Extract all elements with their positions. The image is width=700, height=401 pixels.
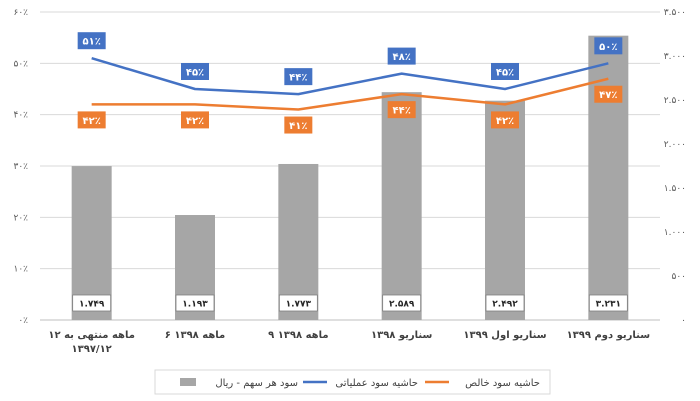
net-margin-label: ۴۱٪ <box>289 121 307 132</box>
bar-value-label: ۱.۷۴۹ <box>79 300 105 310</box>
line-value-box <box>181 63 209 80</box>
y-left-tick-label: ۲۰٪ <box>13 213 28 223</box>
bar-value-label: ۲.۴۹۲ <box>492 300 518 310</box>
operating-margin-label: ۴۵٪ <box>186 68 204 79</box>
legend: سود هر سهم - ریال حاشیه سود عملیاتی حاشیه … <box>154 369 551 395</box>
category-label: ۹ ماهه ۱۳۹۸ <box>268 330 328 341</box>
bar-value-label: ۱.۷۷۳ <box>286 300 312 310</box>
y-right-tick-label: ۰ <box>681 316 686 326</box>
line-value-box <box>387 47 416 65</box>
y-left-tick-label: ۱۰٪ <box>13 265 28 275</box>
y-right-tick-label: ۳.۰۰۰ <box>664 52 686 62</box>
bar-value-box <box>485 294 525 312</box>
data-labels: ۱.۷۴۹ ۱.۱۹۳ ۱.۷۷۳ ۲.۵۸۹ ۲.۴۹۲ ۳.۲۳۱ ۵۱٪ ۴۵٪ ۴۴٪ ۴… <box>72 32 628 312</box>
y-left-tick-label: ۶۰٪ <box>13 8 28 18</box>
category-label: سناریو دوم ۱۳۹۹ <box>567 330 651 341</box>
bar <box>485 100 525 320</box>
y-right-tick-label: ۱.۰۰۰ <box>664 228 686 238</box>
bar-value-box <box>175 294 215 312</box>
net-margin-label: ۴۲٪ <box>496 116 514 127</box>
y-left-tick-label: ۳۰٪ <box>13 162 28 172</box>
line-value-box <box>284 116 313 134</box>
net-margin-label: ۴۲٪ <box>83 116 101 127</box>
line-value-box <box>77 111 106 129</box>
category-label: ۱۳۹۷/۱۲ <box>72 344 112 355</box>
axes: ۰٪ ۱۰٪ ۲۰٪ ۳۰٪ ۴۰٪ ۵۰٪ ۶۰٪ ۰ ۵۰۰ ۱.۰۰۰ ۱.۵۰۰ ۲.۰۰۰ ۲… <box>13 8 686 355</box>
bar-value-box <box>278 294 318 312</box>
line-value-box <box>594 85 623 103</box>
line-value-box <box>181 111 209 129</box>
y-right-tick-label: ۱.۵۰۰ <box>664 184 686 194</box>
line-value-box <box>387 101 416 119</box>
legend-box <box>154 369 551 395</box>
operating-margin-label: ۴۴٪ <box>289 73 307 84</box>
bar-value-label: ۳.۲۳۱ <box>596 300 621 310</box>
bar <box>588 35 629 321</box>
net-margin-line <box>91 77 609 111</box>
line-value-box <box>491 63 519 80</box>
legend-label: حاشیه سود خالص <box>465 378 540 389</box>
line-value-box <box>284 68 313 86</box>
legend-label: سود هر سهم - ریال <box>215 378 298 389</box>
margin-lines <box>91 57 609 111</box>
category-label: ۱۲ ماهه منتهی به <box>48 330 135 341</box>
bar <box>278 163 319 320</box>
operating-margin-label: ۴۵٪ <box>496 68 514 79</box>
bar-value-box <box>588 294 628 312</box>
operating-margin-line <box>91 57 609 96</box>
legend-swatch <box>180 378 196 386</box>
y-left-tick-label: ۵۰٪ <box>13 59 28 69</box>
operating-margin-label: ۴۸٪ <box>393 52 411 63</box>
operating-margin-label: ۵۱٪ <box>83 37 101 48</box>
line-value-box <box>491 111 519 129</box>
operating-margin-label: ۵۰٪ <box>599 42 617 53</box>
net-margin-label: ۴۷٪ <box>599 90 617 101</box>
bar-value-box <box>382 294 422 312</box>
bar-value-label: ۱.۱۹۳ <box>182 300 208 310</box>
category-label: سناریو ۱۳۹۸ <box>371 330 433 341</box>
net-margin-label: ۴۴٪ <box>393 106 411 117</box>
line-value-box <box>77 32 106 50</box>
legend-label: حاشیه سود عملیاتی <box>335 378 418 389</box>
y-right-tick-label: ۲.۵۰۰ <box>664 96 686 106</box>
line-value-box <box>594 37 623 55</box>
bar <box>71 166 112 320</box>
category-label: سناریو اول ۱۳۹۹ <box>463 330 546 341</box>
bar-value-label: ۲.۵۸۹ <box>389 300 415 310</box>
bar <box>381 92 422 320</box>
y-right-tick-label: ۲.۰۰۰ <box>664 140 686 150</box>
bar-value-box <box>72 294 112 312</box>
y-right-tick-label: ۳.۵۰۰ <box>664 8 686 18</box>
net-margin-label: ۴۲٪ <box>186 116 204 127</box>
category-label: ۶ ماهه ۱۳۹۸ <box>165 330 225 341</box>
y-right-tick-label: ۵۰۰ <box>671 272 686 282</box>
y-left-tick-label: ۰٪ <box>18 316 28 326</box>
y-left-tick-label: ۴۰٪ <box>13 111 28 121</box>
gridlines <box>40 11 660 321</box>
